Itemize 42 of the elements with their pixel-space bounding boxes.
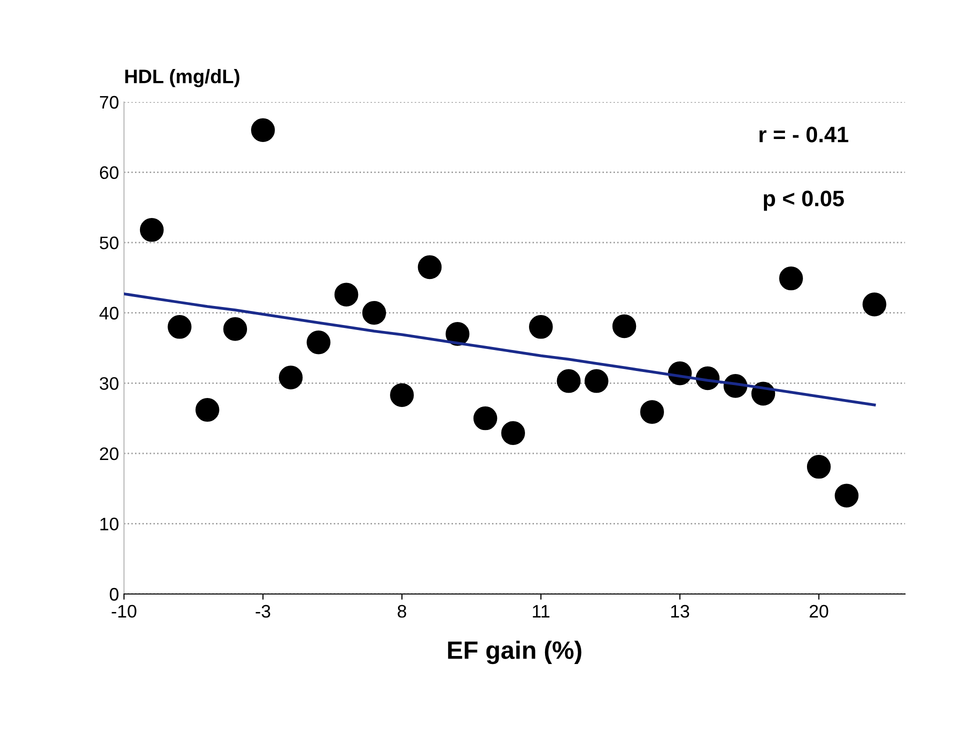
x-tick-label: 13 xyxy=(671,604,690,618)
y-tick-label: 10 xyxy=(100,518,118,530)
point xyxy=(529,315,553,339)
x-tick-label: -3 xyxy=(256,604,270,618)
point xyxy=(473,406,498,430)
y-tick-label: 70 xyxy=(100,96,118,109)
y-axis-title: HDL (mg/dL) xyxy=(125,69,240,88)
point xyxy=(446,322,470,346)
y-tick-label: 50 xyxy=(100,236,118,250)
point xyxy=(195,398,220,422)
point xyxy=(584,369,608,393)
y-tick-label: 20 xyxy=(100,447,118,460)
x-tick-label: 11 xyxy=(532,605,550,618)
x-tick-label: 20 xyxy=(810,604,828,618)
point xyxy=(834,484,859,508)
point xyxy=(779,266,803,290)
annotation: r = - 0.41 xyxy=(760,126,848,142)
point xyxy=(806,454,831,479)
point xyxy=(501,421,525,445)
y-tick-label: 0 xyxy=(110,588,118,601)
point xyxy=(306,330,330,354)
point xyxy=(390,383,414,407)
point xyxy=(556,369,581,393)
point xyxy=(278,366,303,390)
point xyxy=(168,315,192,339)
x-axis-title: EF gain (%) xyxy=(448,640,582,664)
y-tick-label: 30 xyxy=(100,377,118,390)
x-tick-label: 8 xyxy=(398,604,406,618)
point xyxy=(140,218,164,242)
y-tick-label: 60 xyxy=(100,166,118,180)
point xyxy=(862,292,886,316)
x-tick-label: -10 xyxy=(112,604,136,618)
annotation: p < 0.05 xyxy=(764,190,844,211)
point xyxy=(640,400,664,424)
point xyxy=(223,317,248,341)
point xyxy=(612,314,636,338)
y-tick-label: 40 xyxy=(99,306,118,320)
point xyxy=(362,300,386,325)
point xyxy=(251,118,275,142)
line-series xyxy=(124,292,876,406)
point xyxy=(334,282,358,306)
point xyxy=(418,255,442,280)
